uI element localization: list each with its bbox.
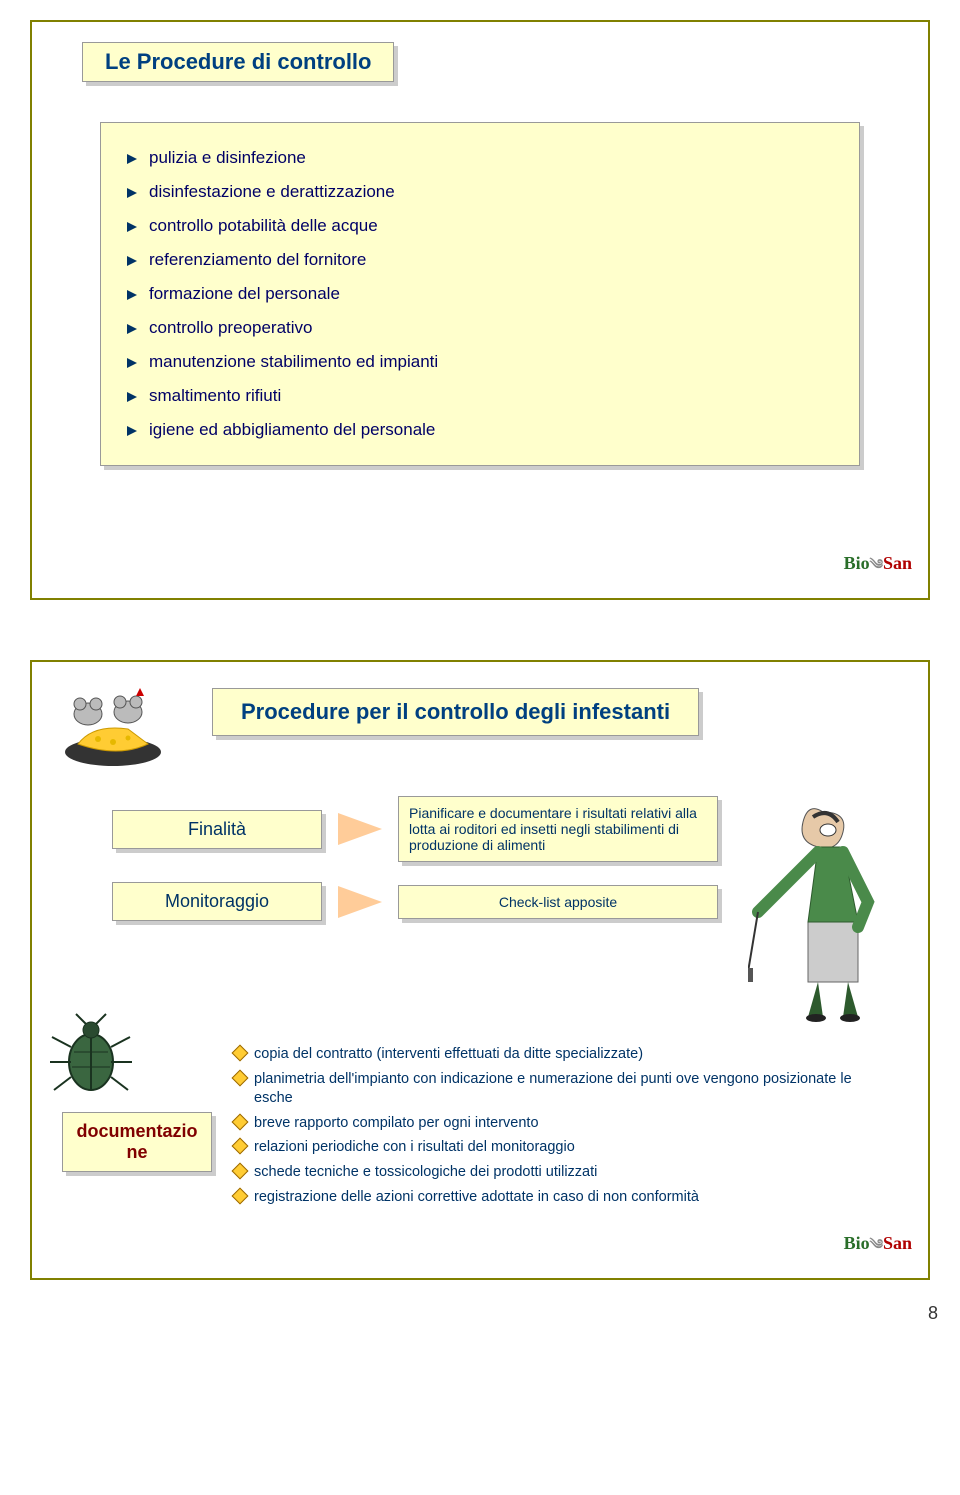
mouse-cheese-icon xyxy=(58,684,168,768)
monitoraggio-desc: Check-list apposite xyxy=(398,885,718,919)
doc-item: schede tecniche e tossicologiche dei pro… xyxy=(232,1160,892,1185)
doc-item: planimetria dell'impianto con indicazion… xyxy=(232,1067,892,1111)
slide2-title: Procedure per il controllo degli infesta… xyxy=(212,688,699,736)
procedures-list: pulizia e disinfezione disinfestazione e… xyxy=(100,122,860,466)
doc-item: relazioni periodiche con i risultati del… xyxy=(232,1135,892,1160)
list-item: controllo preoperativo xyxy=(125,311,835,345)
list-item: controllo potabilità delle acque xyxy=(125,209,835,243)
slide1-title: Le Procedure di controllo xyxy=(82,42,394,82)
logo-san: San xyxy=(883,553,912,573)
doc-item: registrazione delle azioni correttive ad… xyxy=(232,1185,892,1210)
slide-2: Procedure per il controllo degli infesta… xyxy=(30,660,930,1280)
list-item: igiene ed abbigliamento del personale xyxy=(125,413,835,447)
logo-bio: Bio xyxy=(844,553,870,573)
documentazione-box: documentazio ne xyxy=(62,1112,212,1172)
page-number: 8 xyxy=(928,1303,938,1324)
doc-item: breve rapporto compilato per ogni interv… xyxy=(232,1111,892,1136)
logo-swirl-icon: ༄ xyxy=(870,558,883,573)
finalita-box: Finalità xyxy=(112,810,322,849)
list-item: referenziamento del fornitore xyxy=(125,243,835,277)
documentation-list: copia del contratto (interventi effettua… xyxy=(232,1042,892,1210)
logo: Bio༄San xyxy=(844,1228,912,1268)
list-item: pulizia e disinfezione xyxy=(125,141,835,175)
logo-bio: Bio xyxy=(844,1233,870,1253)
arrow-icon xyxy=(338,886,382,918)
logo-san: San xyxy=(883,1233,912,1253)
logo: Bio༄San xyxy=(844,548,912,588)
list-item: formazione del personale xyxy=(125,277,835,311)
list-item: smaltimento rifiuti xyxy=(125,379,835,413)
arrow-icon xyxy=(338,813,382,845)
monitoraggio-box: Monitoraggio xyxy=(112,882,322,921)
finalita-desc: Pianificare e documentare i risultati re… xyxy=(398,796,718,862)
slide-1: Le Procedure di controllo pulizia e disi… xyxy=(30,20,930,600)
doc-item: copia del contratto (interventi effettua… xyxy=(232,1042,892,1067)
bug-icon xyxy=(46,1012,136,1102)
sprayer-person-icon xyxy=(748,792,898,1022)
logo-swirl-icon: ༄ xyxy=(870,1238,883,1253)
list-item: disinfestazione e derattizzazione xyxy=(125,175,835,209)
list-item: manutenzione stabilimento ed impianti xyxy=(125,345,835,379)
